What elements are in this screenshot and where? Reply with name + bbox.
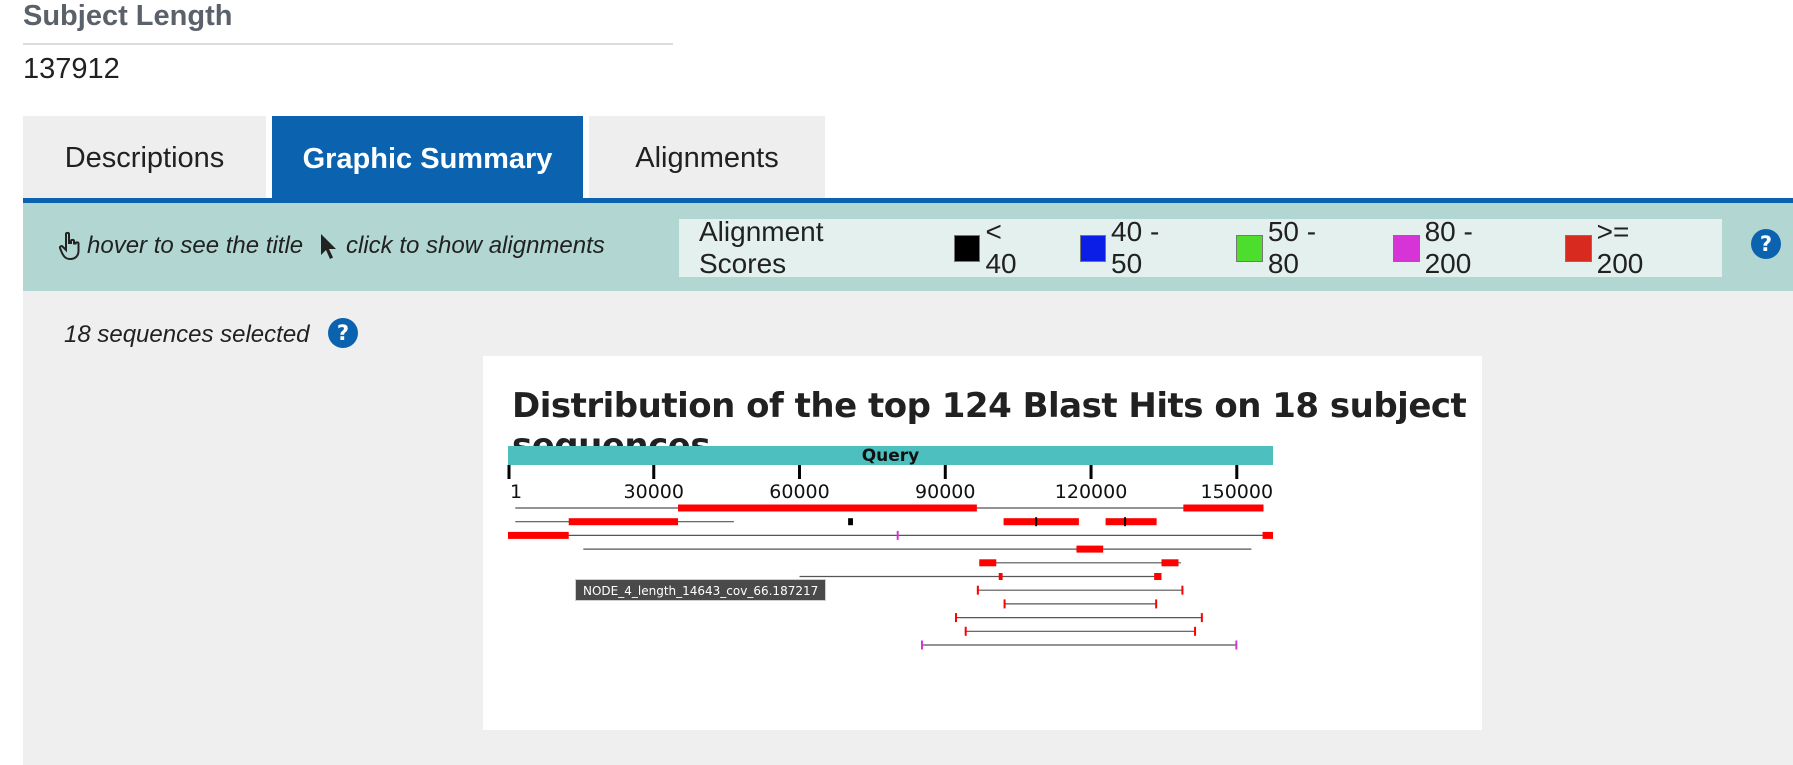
hit-segment — [1200, 613, 1203, 623]
query-label: Query — [862, 446, 920, 466]
legend-bar: hover to see the title click to show ali… — [23, 203, 1793, 291]
hit-segment — [1155, 599, 1158, 609]
score-item-gte200: >= 200 — [1565, 216, 1682, 280]
hover-hint-text: hover to see the title — [87, 232, 304, 259]
alignment-graph[interactable]: Query 1 30000 60000 90000 120000 150000 — [483, 356, 1482, 730]
hit-segment — [1194, 626, 1197, 636]
field-divider — [23, 43, 673, 45]
question-circle-icon[interactable]: ? — [1751, 229, 1781, 259]
score-item-50-80: 50 - 80 — [1236, 216, 1353, 280]
tab-alignments[interactable]: Alignments — [589, 116, 825, 200]
axis-tick-label: 1 — [510, 481, 522, 503]
score-label: 40 - 50 — [1111, 216, 1160, 279]
hit-segment — [998, 573, 1003, 580]
score-swatch — [1393, 234, 1420, 262]
hit-segment — [920, 640, 923, 650]
hit-segment — [1154, 573, 1162, 580]
click-hint: click to show alignments — [316, 231, 605, 261]
hit-segment — [1235, 640, 1238, 650]
subject-length-value: 137912 — [23, 53, 120, 85]
score-label: >= 200 — [1596, 216, 1644, 279]
hover-hint: hover to see the title — [57, 231, 303, 261]
hand-pointer-icon — [57, 231, 83, 261]
hit-segment — [1003, 599, 1006, 609]
hit-segment — [896, 530, 899, 540]
tab-descriptions[interactable]: Descriptions — [23, 116, 266, 200]
subject-length-label: Subject Length — [23, 0, 233, 32]
hit-segment — [979, 559, 997, 567]
hit-segment — [954, 613, 957, 623]
hit-segment — [1105, 518, 1157, 526]
hit-segment — [1181, 585, 1184, 595]
score-swatch — [1236, 234, 1263, 262]
alignment-scores-title: Alignment Scores — [699, 216, 824, 279]
sequences-selected-text: 18 sequences selected — [64, 321, 310, 348]
hit-segment — [678, 504, 977, 512]
score-label: 80 - 200 — [1424, 216, 1473, 279]
hit-segment — [976, 585, 979, 595]
axis-tick-label: 60000 — [769, 481, 829, 503]
score-label: 50 - 80 — [1267, 216, 1317, 279]
score-swatch — [954, 234, 981, 262]
hit-segment — [507, 531, 569, 539]
hit-segment — [1003, 518, 1079, 526]
hit-segment — [964, 626, 967, 636]
cursor-arrow-icon — [316, 231, 342, 261]
tab-underline — [23, 198, 1793, 203]
axis-tick-label: 30000 — [624, 481, 684, 503]
hit-segment — [1262, 531, 1273, 539]
axis-tick-label: 90000 — [915, 481, 975, 503]
hit-segment — [1183, 504, 1264, 512]
hit-segment — [1076, 545, 1104, 553]
score-swatch — [1079, 234, 1107, 262]
hit-segment — [1035, 517, 1038, 527]
click-hint-text: click to show alignments — [346, 232, 605, 259]
hit-segment — [568, 518, 679, 526]
question-circle-icon[interactable]: ? — [328, 318, 358, 348]
score-item-lt40: < 40 — [954, 216, 1040, 280]
graphic-summary-panel: 18 sequences selected ? Distribution of … — [23, 291, 1793, 765]
score-item-80-200: 80 - 200 — [1393, 216, 1525, 280]
hit-segment — [1161, 559, 1179, 567]
score-label: < 40 — [985, 216, 1017, 279]
graph-card: Distribution of the top 124 Blast Hits o… — [483, 356, 1482, 730]
alignment-scores-legend: Alignment Scores < 40 40 - 50 50 - 80 80… — [679, 216, 1722, 280]
tab-graphic-summary[interactable]: Graphic Summary — [272, 116, 583, 202]
hit-segment — [848, 518, 853, 526]
hit-segment — [1124, 517, 1127, 527]
query-bar — [508, 446, 1273, 465]
axis-tick-label: 150000 — [1201, 481, 1274, 503]
result-tabs: Descriptions Graphic Summary Alignments — [23, 116, 831, 202]
score-swatch — [1565, 234, 1592, 262]
score-item-40-50: 40 - 50 — [1079, 216, 1197, 280]
axis-tick-label: 120000 — [1055, 481, 1128, 503]
hit-tooltip: NODE_4_length_14643_cov_66.187217 — [575, 579, 827, 601]
